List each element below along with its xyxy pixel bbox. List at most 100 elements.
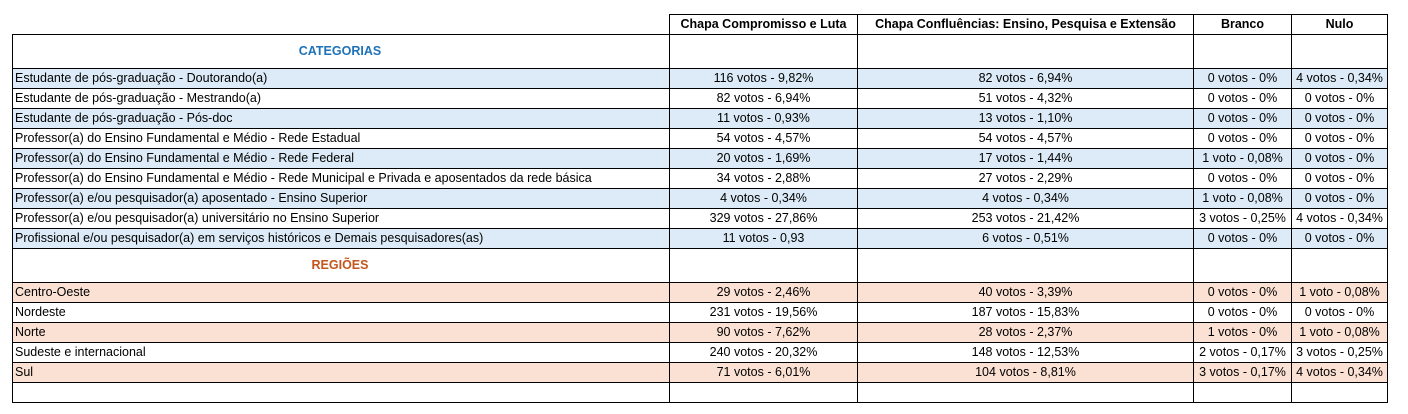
chapa-confluencias-cell[interactable]: 104 votos - 8,81% [857, 362, 1194, 383]
row-label-cell[interactable]: Estudante de pós-graduação - Mestrando(a… [12, 88, 670, 109]
branco-cell[interactable]: 0 votos - 0% [1193, 302, 1292, 323]
chapa-confluencias-cell[interactable]: 253 votos - 21,42% [857, 208, 1194, 229]
chapa-confluencias-cell[interactable]: 54 votos - 4,57% [857, 128, 1194, 149]
nulo-cell[interactable]: 0 votos - 0% [1291, 108, 1388, 129]
empty-cell[interactable] [1193, 248, 1292, 283]
chapa-confluencias-cell[interactable]: 6 votos - 0,51% [857, 228, 1194, 249]
row-label-cell[interactable]: Nordeste [12, 302, 670, 323]
empty-cell[interactable] [1291, 248, 1388, 283]
chapa-compromisso-cell[interactable]: 34 votos - 2,88% [669, 168, 858, 189]
table-row: Estudante de pós-graduação - Doutorando(… [12, 68, 1388, 89]
header-corner-cell[interactable] [12, 14, 670, 35]
chapa-confluencias-cell[interactable]: 82 votos - 6,94% [857, 68, 1194, 89]
chapa-compromisso-cell[interactable]: 240 votos - 20,32% [669, 342, 858, 363]
branco-cell[interactable]: 1 voto - 0,08% [1193, 148, 1292, 169]
empty-cell[interactable] [1291, 382, 1388, 403]
nulo-cell[interactable]: 0 votos - 0% [1291, 228, 1388, 249]
table-row: Professor(a) do Ensino Fundamental e Méd… [12, 168, 1388, 189]
branco-cell[interactable]: 0 votos - 0% [1193, 68, 1292, 89]
branco-cell[interactable]: 3 votos - 0,17% [1193, 362, 1292, 383]
table-row: Centro-Oeste 29 votos - 2,46% 40 votos - 3… [12, 282, 1388, 303]
chapa-confluencias-cell[interactable]: 17 votos - 1,44% [857, 148, 1194, 169]
empty-cell[interactable] [1291, 34, 1388, 69]
branco-cell[interactable]: 0 votos - 0% [1193, 228, 1292, 249]
header-nulo[interactable]: Nulo [1291, 14, 1388, 35]
chapa-confluencias-cell[interactable]: 28 votos - 2,37% [857, 322, 1194, 343]
section-title-categorias[interactable]: CATEGORIAS [12, 34, 670, 69]
row-label-cell[interactable]: Profissional e/ou pesquisador(a) em serv… [12, 228, 670, 249]
chapa-compromisso-cell[interactable]: 20 votos - 1,69% [669, 148, 858, 169]
nulo-cell[interactable]: 4 votos - 0,34% [1291, 208, 1388, 229]
nulo-cell[interactable]: 0 votos - 0% [1291, 148, 1388, 169]
header-chapa-confluencias[interactable]: Chapa Confluências: Ensino, Pesquisa e E… [857, 14, 1194, 35]
branco-cell[interactable]: 1 voto - 0,08% [1193, 188, 1292, 209]
row-label-cell[interactable]: Estudante de pós-graduação - Doutorando(… [12, 68, 670, 89]
chapa-compromisso-cell[interactable]: 116 votos - 9,82% [669, 68, 858, 89]
row-label-cell[interactable]: Professor(a) e/ou pesquisador(a) aposent… [12, 188, 670, 209]
header-chapa-compromisso[interactable]: Chapa Compromisso e Luta [669, 14, 858, 35]
branco-cell[interactable]: 0 votos - 0% [1193, 168, 1292, 189]
chapa-compromisso-cell[interactable]: 82 votos - 6,94% [669, 88, 858, 109]
empty-cell[interactable] [12, 382, 670, 403]
nulo-cell[interactable]: 4 votos - 0,34% [1291, 68, 1388, 89]
empty-cell[interactable] [857, 382, 1194, 403]
row-label-cell[interactable]: Centro-Oeste [12, 282, 670, 303]
empty-cell[interactable] [1193, 34, 1292, 69]
row-label-cell[interactable]: Professor(a) do Ensino Fundamental e Méd… [12, 168, 670, 189]
row-label-cell[interactable]: Professor(a) do Ensino Fundamental e Méd… [12, 148, 670, 169]
header-row: Chapa Compromisso e Luta Chapa Confluênc… [12, 14, 1388, 35]
nulo-cell[interactable]: 1 voto - 0,08% [1291, 282, 1388, 303]
chapa-compromisso-cell[interactable]: 11 votos - 0,93% [669, 108, 858, 129]
nulo-cell[interactable]: 0 votos - 0% [1291, 302, 1388, 323]
table-row: Estudante de pós-graduação - Pós-doc 11 v… [12, 108, 1388, 129]
nulo-cell[interactable]: 0 votos - 0% [1291, 88, 1388, 109]
empty-cell[interactable] [669, 382, 858, 403]
row-label-cell[interactable]: Sul [12, 362, 670, 383]
nulo-cell[interactable]: 4 votos - 0,34% [1291, 362, 1388, 383]
chapa-confluencias-cell[interactable]: 187 votos - 15,83% [857, 302, 1194, 323]
nulo-cell[interactable]: 0 votos - 0% [1291, 188, 1388, 209]
header-branco[interactable]: Branco [1193, 14, 1292, 35]
section-title-regioes[interactable]: REGIÕES [12, 248, 670, 283]
nulo-cell[interactable]: 0 votos - 0% [1291, 168, 1388, 189]
empty-cell[interactable] [857, 248, 1194, 283]
chapa-compromisso-cell[interactable]: 54 votos - 4,57% [669, 128, 858, 149]
branco-cell[interactable]: 0 votos - 0% [1193, 282, 1292, 303]
branco-cell[interactable]: 0 votos - 0% [1193, 128, 1292, 149]
chapa-compromisso-cell[interactable]: 90 votos - 7,62% [669, 322, 858, 343]
chapa-confluencias-cell[interactable]: 148 votos - 12,53% [857, 342, 1194, 363]
chapa-confluencias-cell[interactable]: 40 votos - 3,39% [857, 282, 1194, 303]
branco-cell[interactable]: 2 votos - 0,17% [1193, 342, 1292, 363]
empty-cell[interactable] [669, 248, 858, 283]
nulo-cell[interactable]: 3 votos - 0,25% [1291, 342, 1388, 363]
empty-cell[interactable] [1193, 382, 1292, 403]
chapa-confluencias-cell[interactable]: 4 votos - 0,34% [857, 188, 1194, 209]
chapa-compromisso-cell[interactable]: 11 votos - 0,93 [669, 228, 858, 249]
chapa-compromisso-cell[interactable]: 71 votos - 6,01% [669, 362, 858, 383]
branco-cell[interactable]: 1 votos - 0% [1193, 322, 1292, 343]
row-label-cell[interactable]: Sudeste e internacional [12, 342, 670, 363]
table-row: Nordeste 231 votos - 19,56% 187 votos - 15… [12, 302, 1388, 323]
row-label-cell[interactable]: Norte [12, 322, 670, 343]
empty-cell[interactable] [857, 34, 1194, 69]
chapa-compromisso-cell[interactable]: 29 votos - 2,46% [669, 282, 858, 303]
table-row: Norte 90 votos - 7,62% 28 votos - 2,37% 1 v… [12, 322, 1388, 343]
nulo-cell[interactable]: 0 votos - 0% [1291, 128, 1388, 149]
branco-cell[interactable]: 3 votos - 0,25% [1193, 208, 1292, 229]
chapa-confluencias-cell[interactable]: 27 votos - 2,29% [857, 168, 1194, 189]
branco-cell[interactable]: 0 votos - 0% [1193, 108, 1292, 129]
chapa-confluencias-cell[interactable]: 51 votos - 4,32% [857, 88, 1194, 109]
chapa-compromisso-cell[interactable]: 329 votos - 27,86% [669, 208, 858, 229]
table-row: Professor(a) do Ensino Fundamental e Méd… [12, 128, 1388, 149]
chapa-compromisso-cell[interactable]: 4 votos - 0,34% [669, 188, 858, 209]
chapa-compromisso-cell[interactable]: 231 votos - 19,56% [669, 302, 858, 323]
chapa-confluencias-cell[interactable]: 13 votos - 1,10% [857, 108, 1194, 129]
empty-cell[interactable] [669, 34, 858, 69]
table-row: Professor(a) do Ensino Fundamental e Méd… [12, 148, 1388, 169]
nulo-cell[interactable]: 1 voto - 0,08% [1291, 322, 1388, 343]
table-row: Professor(a) e/ou pesquisador(a) aposent… [12, 188, 1388, 209]
branco-cell[interactable]: 0 votos - 0% [1193, 88, 1292, 109]
row-label-cell[interactable]: Professor(a) do Ensino Fundamental e Méd… [12, 128, 670, 149]
row-label-cell[interactable]: Professor(a) e/ou pesquisador(a) univers… [12, 208, 670, 229]
row-label-cell[interactable]: Estudante de pós-graduação - Pós-doc [12, 108, 670, 129]
